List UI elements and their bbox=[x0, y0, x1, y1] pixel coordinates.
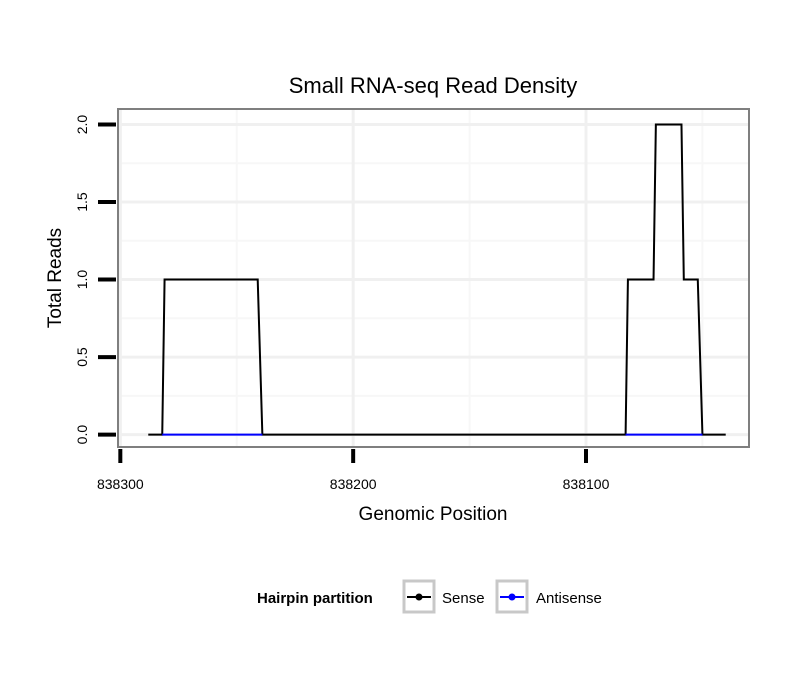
y-tick-label: 0.0 bbox=[74, 425, 90, 445]
legend-label-sense: Sense bbox=[442, 590, 485, 607]
y-tick-label: 1.5 bbox=[74, 192, 90, 212]
series-line-sense bbox=[148, 123, 726, 436]
legend-key-point-antisense bbox=[508, 593, 516, 601]
y-tick-label: 2.0 bbox=[74, 115, 90, 135]
legend-title: Hairpin partition bbox=[257, 590, 373, 607]
series-layer bbox=[148, 123, 726, 436]
x-tick-label: 838300 bbox=[97, 476, 144, 492]
legend: Hairpin partition Sense Antisense bbox=[257, 579, 602, 614]
plot-panel bbox=[117, 108, 750, 448]
x-axis: 838300 838200 838100 bbox=[97, 449, 610, 492]
panel-border bbox=[117, 108, 750, 448]
x-tick-label: 838100 bbox=[563, 476, 610, 492]
y-tick-label: 1.0 bbox=[74, 270, 90, 290]
y-tick-label: 0.5 bbox=[74, 347, 90, 367]
y-axis: 0.0 0.5 1.0 1.5 2.0 bbox=[74, 115, 116, 445]
legend-label-antisense: Antisense bbox=[536, 590, 602, 607]
panel-background bbox=[118, 109, 749, 447]
x-axis-title: Genomic Position bbox=[359, 504, 508, 525]
chart-title: Small RNA-seq Read Density bbox=[289, 73, 578, 98]
y-axis-title: Total Reads bbox=[45, 228, 66, 328]
x-tick-label: 838200 bbox=[330, 476, 377, 492]
legend-key-point-sense bbox=[415, 593, 423, 601]
